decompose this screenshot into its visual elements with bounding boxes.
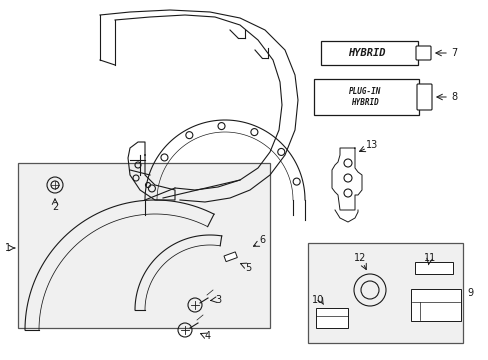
Bar	[18, 163, 269, 328]
Text: 4: 4	[204, 331, 211, 341]
Text: 12: 12	[353, 253, 366, 263]
Bar	[315, 308, 347, 328]
Text: 1: 1	[5, 243, 11, 253]
Bar	[307, 243, 462, 343]
Text: 5: 5	[244, 263, 251, 273]
Bar	[224, 252, 237, 262]
Text: 6: 6	[259, 235, 264, 245]
FancyBboxPatch shape	[415, 46, 430, 60]
FancyBboxPatch shape	[320, 41, 417, 65]
Text: 8: 8	[450, 92, 456, 102]
Text: 9: 9	[466, 288, 472, 298]
FancyBboxPatch shape	[313, 79, 418, 115]
Text: 7: 7	[450, 48, 456, 58]
Bar	[414, 262, 452, 274]
Text: HYBRID: HYBRID	[347, 48, 385, 58]
FancyBboxPatch shape	[410, 289, 460, 321]
Text: PLUG-IN
HYBRID: PLUG-IN HYBRID	[348, 87, 381, 107]
Text: 13: 13	[365, 140, 377, 150]
Text: 10: 10	[311, 295, 324, 305]
FancyBboxPatch shape	[416, 84, 431, 110]
Text: 11: 11	[423, 253, 435, 263]
Text: 3: 3	[215, 295, 221, 305]
Text: 2: 2	[52, 202, 58, 212]
